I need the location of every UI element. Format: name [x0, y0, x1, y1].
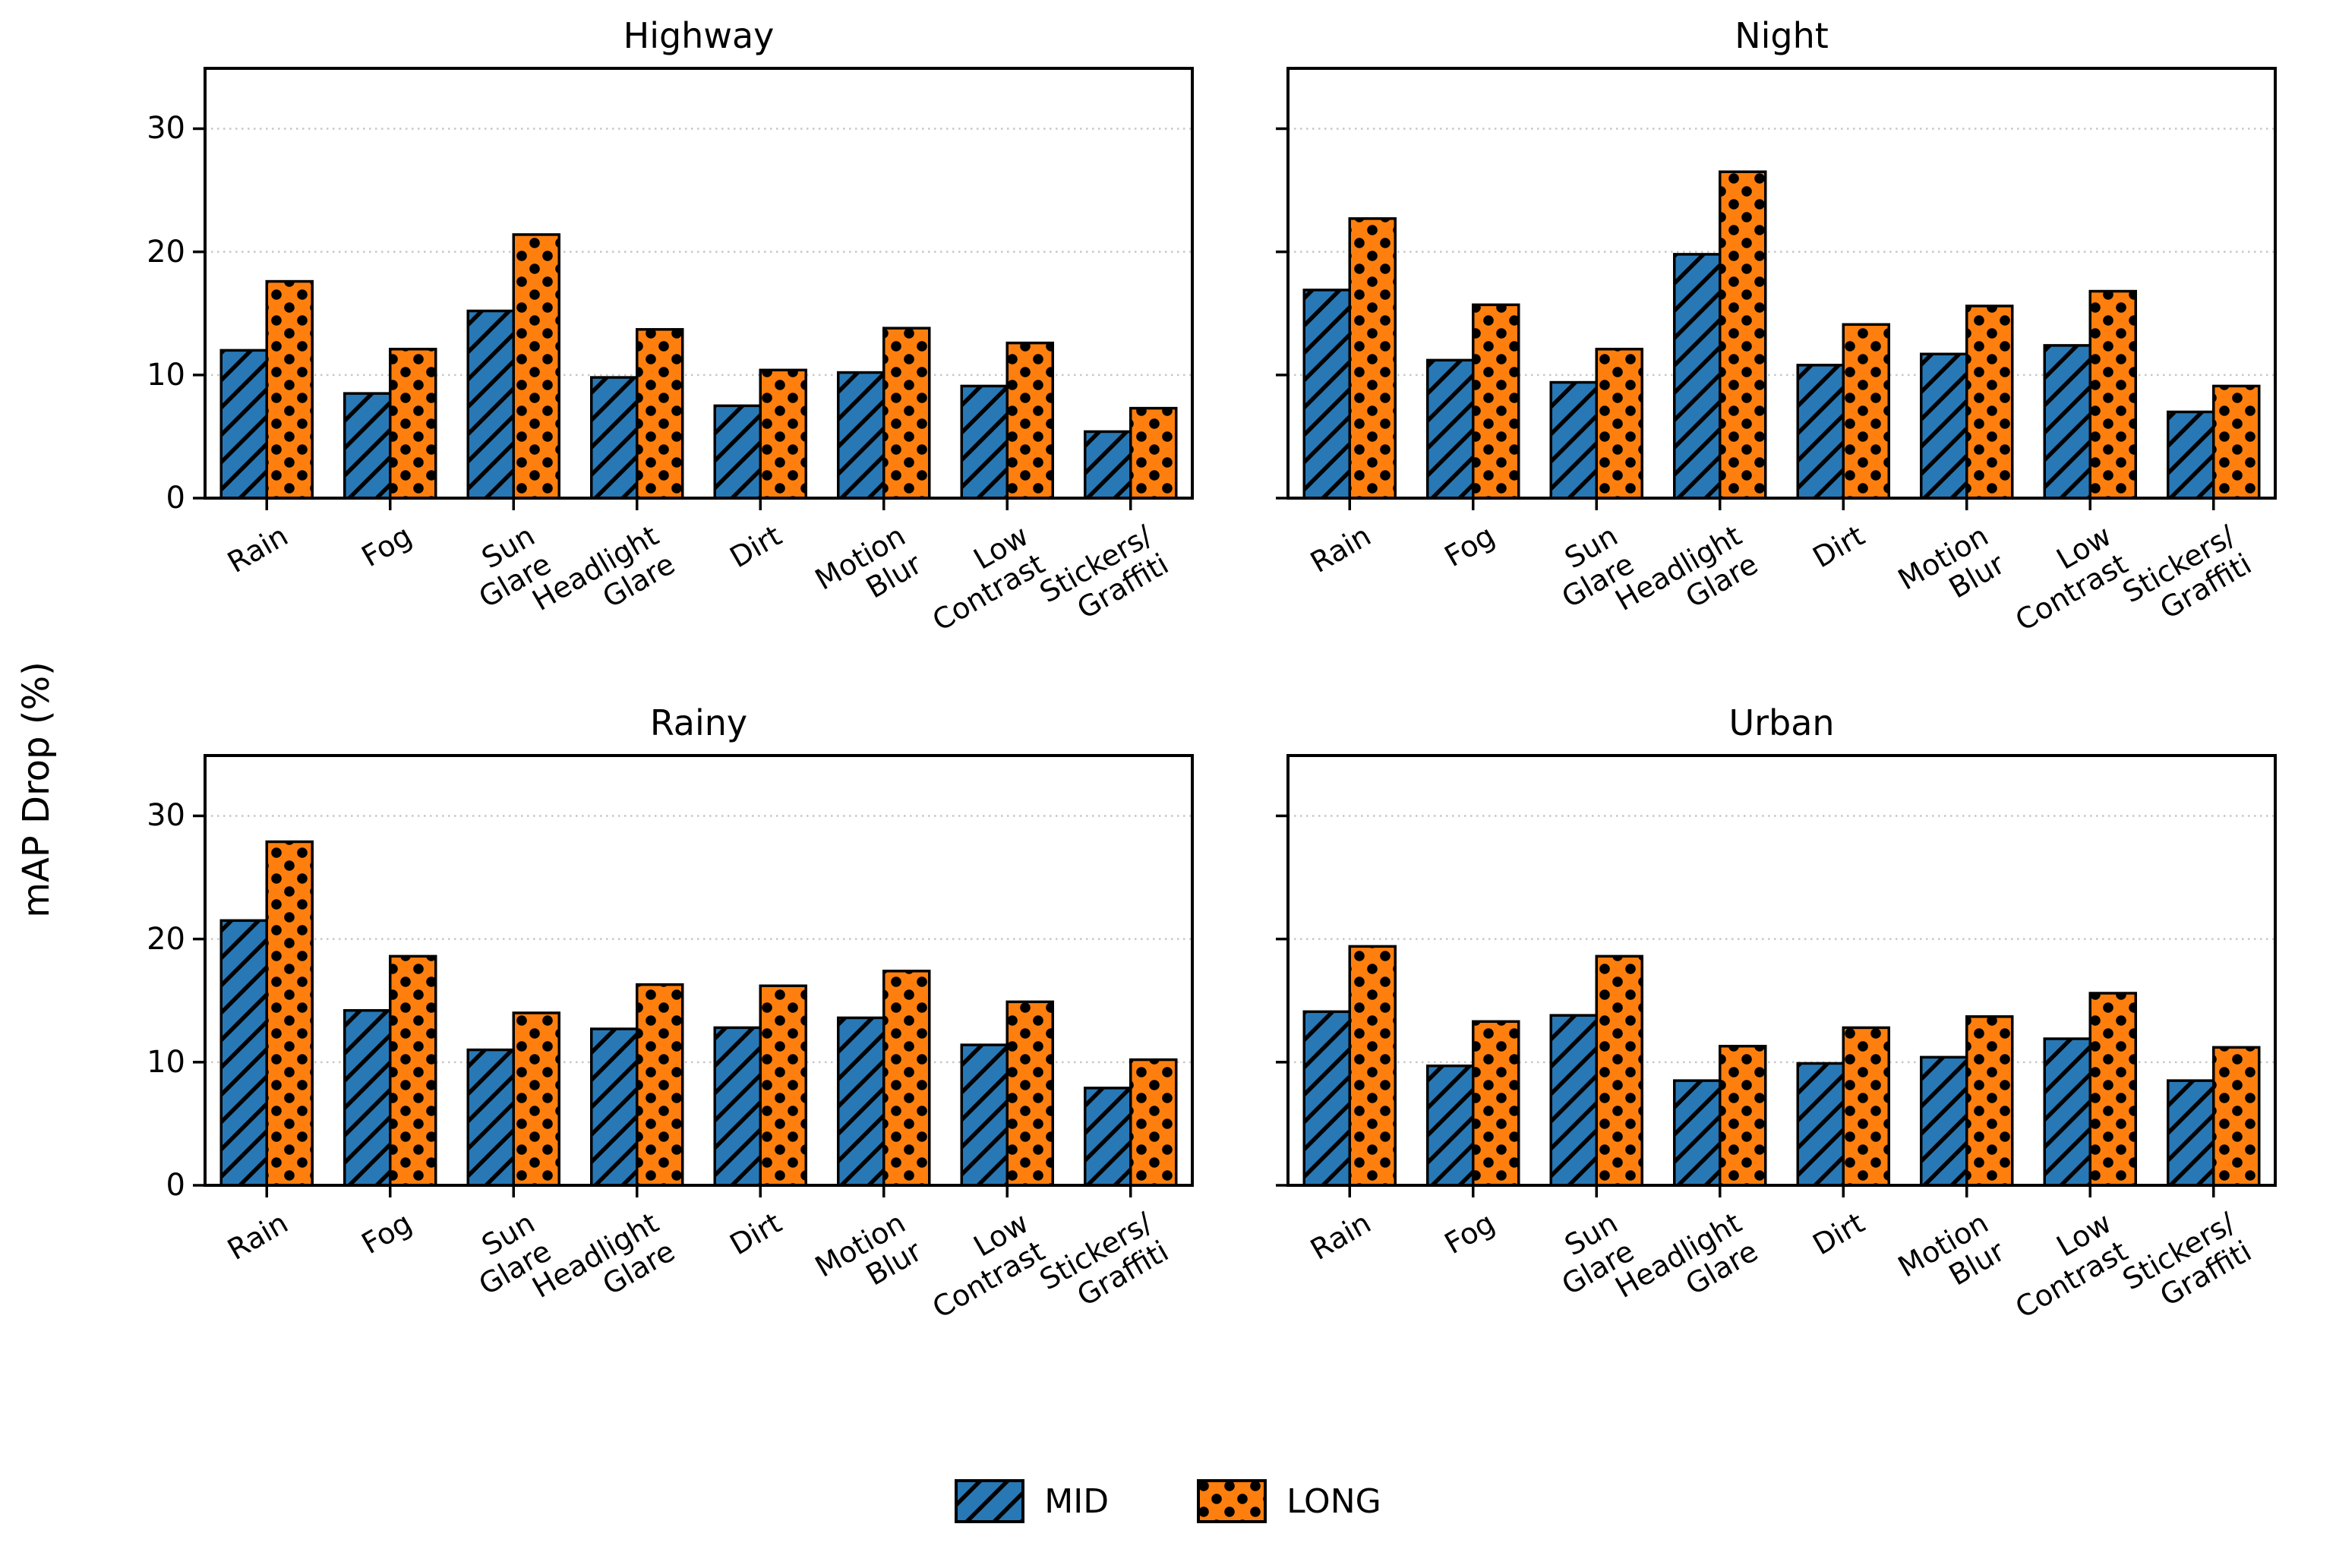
bar-long: [1129, 1058, 1178, 1187]
bar-long: [1719, 170, 1767, 500]
bar-mid: [590, 1027, 639, 1187]
bar-mid: [1084, 430, 1132, 500]
bar-mid: [1673, 1079, 1722, 1187]
subplot-title: Urban: [1728, 702, 1835, 743]
bar-mid: [1302, 289, 1351, 500]
legend: MID LONG: [0, 1479, 2336, 1523]
y-tick-label: 30: [147, 798, 185, 834]
bar-mid: [713, 1026, 762, 1187]
subplot-rainy: Rainy 0 10 20 30 Rain Fog Sun Glare Headlight G…: [106, 693, 1207, 1361]
bar-mid: [1302, 1010, 1351, 1187]
bar-mid: [2043, 1037, 2091, 1187]
bar-long: [512, 233, 560, 500]
bar-long: [265, 279, 314, 500]
axes-spines: [1286, 67, 2277, 500]
subplot-urban: Urban Rain Fog Sun Glare Headlight Glare Dir…: [1189, 693, 2290, 1361]
bar-long: [1842, 323, 1890, 500]
bar-mid: [960, 384, 1009, 500]
axes-plot: [1276, 67, 2277, 510]
bar-mid: [2043, 344, 2091, 500]
bar-long: [512, 1011, 560, 1187]
axes-spines: [204, 67, 1194, 500]
y-tick-label: 20: [147, 234, 185, 270]
bar-mid: [2167, 410, 2215, 500]
bar-long: [2212, 384, 2261, 500]
bar-mid: [1796, 1062, 1845, 1187]
bar-mid: [590, 376, 639, 500]
bar-long: [1348, 945, 1397, 1187]
y-tick-label: 10: [147, 1044, 185, 1080]
bar-mid: [2167, 1079, 2215, 1187]
bar-long: [1472, 1020, 1520, 1187]
bar-mid: [960, 1043, 1009, 1187]
bar-long: [389, 954, 437, 1187]
bar-mid: [466, 309, 515, 500]
axes-spines: [1286, 754, 2277, 1187]
bar-long: [1965, 304, 2014, 500]
bar-mid: [1084, 1087, 1132, 1187]
bar-long: [1719, 1044, 1767, 1187]
bar-mid: [837, 371, 885, 500]
y-tick-label: 0: [166, 481, 185, 516]
subplot-title: Highway: [623, 15, 775, 56]
legend-label-mid: MID: [1044, 1481, 1110, 1521]
bar-long: [265, 840, 314, 1187]
y-tick-label: 0: [166, 1168, 185, 1203]
bar-long: [2088, 992, 2137, 1187]
subplot-night: Night Rain Fog Sun Glare Headlight Glare Dir…: [1189, 6, 2290, 674]
bar-mid: [713, 404, 762, 500]
bar-long: [759, 984, 807, 1187]
bar-long: [1842, 1026, 1890, 1187]
bar-long: [1005, 341, 1054, 500]
bar-mid: [219, 919, 268, 1187]
bar-mid: [1796, 364, 1845, 500]
bar-mid: [219, 349, 268, 500]
bar-long: [636, 983, 684, 1187]
bar-mid: [1920, 352, 1968, 500]
subplot-title: Night: [1735, 15, 1829, 56]
legend-swatch-mid-icon: [955, 1479, 1025, 1523]
legend-swatch-long-icon: [1197, 1479, 1267, 1523]
bar-mid: [343, 1008, 392, 1187]
bar-long: [759, 368, 807, 500]
subplot-title: Rainy: [649, 702, 748, 743]
y-tick-label: 30: [147, 111, 185, 147]
bar-mid: [837, 1016, 885, 1187]
bar-long: [1595, 954, 1643, 1187]
bar-mid: [1549, 1014, 1598, 1187]
bar-long: [1005, 1000, 1054, 1187]
bar-long: [1595, 348, 1643, 500]
bar-mid: [1426, 1064, 1475, 1187]
bar-mid: [1549, 380, 1598, 500]
subplot-highway: Highway 0 10 20 30 Rain Fog Sun Glare Headlight…: [106, 6, 1207, 674]
bar-mid: [1920, 1055, 1968, 1187]
bar-long: [1965, 1015, 2014, 1187]
y-tick-label: 20: [147, 921, 185, 957]
bar-long: [1472, 303, 1520, 500]
axes-spines: [204, 754, 1194, 1187]
bar-long: [882, 327, 931, 500]
axes-plot: [193, 67, 1194, 510]
legend-item-long: LONG: [1197, 1479, 1381, 1523]
bar-mid: [343, 392, 392, 500]
bar-mid: [1673, 253, 1722, 500]
bar-long: [636, 328, 684, 500]
bar-long: [2212, 1046, 2261, 1187]
bar-mid: [1426, 358, 1475, 500]
y-tick-label: 10: [147, 357, 185, 393]
axes-plot: [193, 754, 1194, 1197]
bar-long: [1348, 217, 1397, 500]
bar-long: [2088, 289, 2137, 500]
bar-long: [389, 348, 437, 500]
bar-long: [1129, 406, 1178, 500]
axes-plot: [1276, 754, 2277, 1197]
legend-label-long: LONG: [1286, 1481, 1381, 1521]
bar-mid: [466, 1048, 515, 1187]
legend-item-mid: MID: [955, 1479, 1109, 1523]
y-axis-label: mAP Drop (%): [15, 661, 58, 918]
bar-long: [882, 970, 931, 1187]
